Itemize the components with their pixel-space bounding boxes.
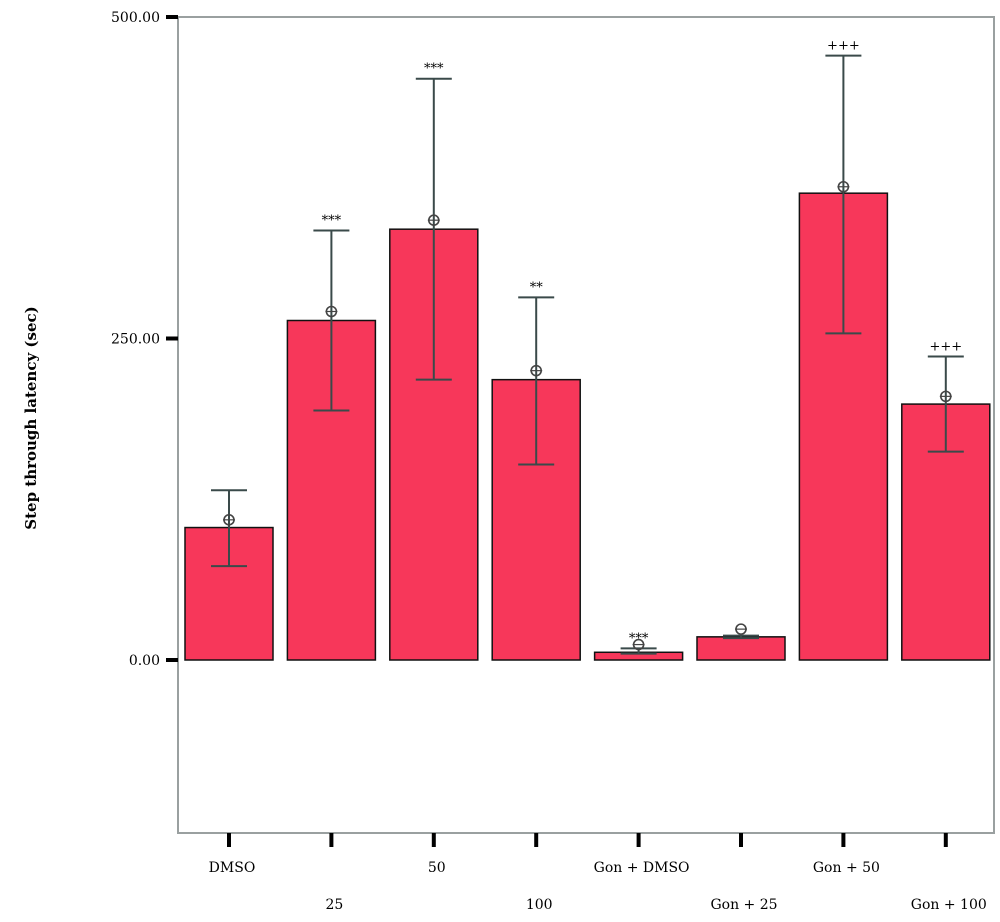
significance-label: *** (629, 631, 649, 646)
y-tick-label: 500.00 (111, 10, 160, 26)
bars-group: ***********++++++ (184, 39, 991, 661)
significance-label: ** (530, 280, 544, 295)
x-tick-label: Gon + 100 (911, 897, 987, 913)
x-tick-label: 25 (325, 897, 343, 913)
x-tick-label: DMSO (209, 860, 256, 876)
y-tick-label: 250.00 (111, 332, 160, 348)
x-axis: DMSO 25 50 100 Gon + DMSO Gon + 25 Gon + 50 Gon… (209, 833, 987, 913)
significance-label: *** (322, 213, 342, 228)
plot-frame (177, 16, 995, 834)
x-tick-label: Gon + 50 (813, 860, 880, 876)
bar (696, 636, 786, 661)
x-tick-label: Gon + DMSO (594, 860, 690, 876)
y-axis: 0.00 250.00 500.00 (111, 10, 178, 669)
x-tick-label: 50 (428, 860, 446, 876)
significance-label: +++ (929, 340, 962, 355)
x-tick-label: Gon + 25 (710, 897, 777, 913)
y-axis-title-text: Step through latency (sec) (22, 306, 40, 530)
y-tick-label: 0.00 (129, 653, 160, 669)
x-tick-label: 100 (526, 897, 553, 913)
significance-label: +++ (827, 39, 860, 54)
significance-label: *** (424, 62, 444, 77)
